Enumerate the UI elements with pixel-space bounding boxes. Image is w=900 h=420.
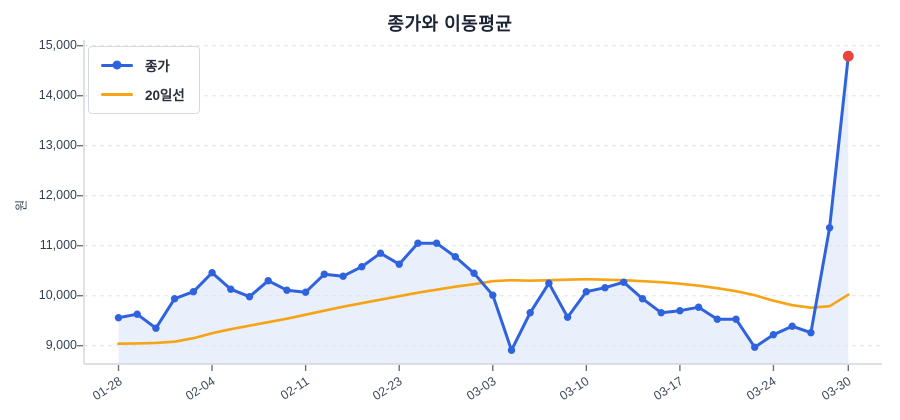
close-point — [227, 285, 235, 293]
close-point — [732, 315, 740, 323]
close-point — [507, 346, 516, 354]
close-point — [264, 277, 272, 285]
legend-item-ma20: 20일선 — [101, 84, 185, 104]
close-point — [545, 279, 553, 287]
close-point — [339, 272, 347, 280]
close-point — [170, 295, 179, 303]
close-point — [133, 310, 141, 318]
legend-label-ma20: 20일선 — [145, 88, 185, 103]
close-point — [601, 284, 609, 292]
close-point — [769, 331, 778, 339]
close-point — [807, 329, 815, 337]
close-point — [376, 249, 385, 257]
close-point — [114, 314, 123, 322]
y-tick-label: 10,000 — [38, 287, 77, 302]
close-point — [788, 322, 796, 330]
y-tick-label: 11,000 — [39, 237, 77, 252]
legend-item-close: 종가 — [101, 55, 185, 75]
close-point — [320, 270, 328, 278]
close-point — [358, 263, 366, 271]
close-area-fill — [118, 56, 849, 364]
close-point — [657, 309, 665, 317]
y-tick-label: 15,000 — [38, 37, 77, 52]
close-point — [189, 288, 198, 296]
chart-title: 종가와 이동평균 — [387, 14, 513, 34]
ma-line-swatch-icon — [101, 92, 133, 96]
close-point — [395, 260, 403, 268]
y-tick-label: 14,000 — [38, 87, 77, 102]
close-point — [432, 239, 441, 247]
close-point — [620, 278, 628, 286]
close-point — [751, 343, 759, 351]
close-line — [117, 54, 850, 352]
close-point — [283, 286, 291, 294]
close-point — [638, 295, 647, 303]
legend-box: 종가 20일선 — [88, 46, 200, 114]
close-point — [301, 288, 310, 296]
close-point — [713, 315, 721, 323]
close-point — [414, 239, 422, 247]
last-close-point — [842, 50, 854, 62]
close-point — [208, 269, 216, 277]
close-point — [245, 293, 254, 301]
close-point — [563, 313, 572, 321]
legend-label-close: 종가 — [145, 59, 170, 74]
close-point — [694, 303, 703, 311]
y-tick-label: 12,000 — [38, 187, 77, 202]
y-tick-label: 9,000 — [45, 337, 77, 352]
close-point — [526, 309, 534, 317]
close-point — [470, 269, 478, 277]
close-point — [582, 288, 590, 296]
y-tick-label: 13,000 — [38, 137, 77, 152]
close-point — [152, 324, 160, 332]
close-line-swatch-icon — [101, 60, 133, 70]
close-point — [451, 253, 459, 261]
close-point — [676, 307, 684, 315]
close-point — [825, 224, 834, 232]
close-point — [489, 291, 497, 299]
